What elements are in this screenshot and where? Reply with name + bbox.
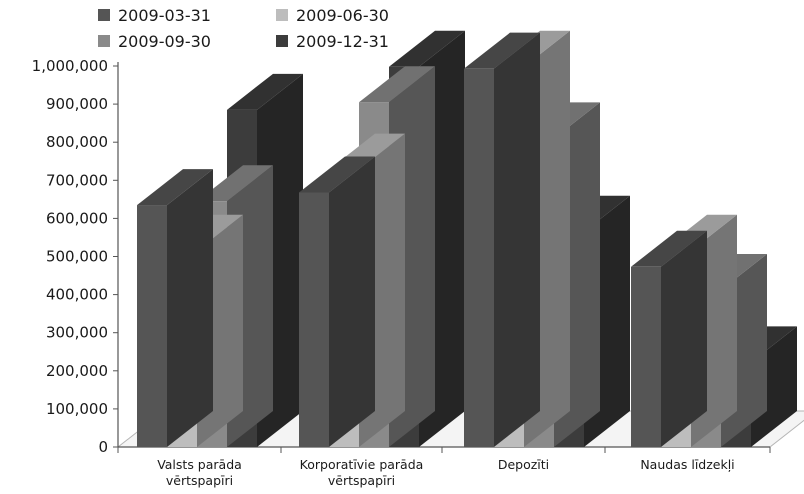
bar (299, 156, 375, 447)
bar-front (631, 266, 661, 447)
plot-area (137, 30, 797, 448)
bar-side (329, 156, 375, 447)
bar-top (464, 32, 540, 69)
x-tick-label: Valsts parāda vērtspapīri (157, 457, 242, 488)
bar-front (299, 192, 329, 447)
bar-side (167, 169, 213, 447)
y-axis: 0 100,000 200,000 300,000 400,000 500,000 600,… (32, 57, 119, 456)
legend-swatch (276, 9, 288, 21)
y-tick-label: 200,000 (46, 362, 108, 380)
bar-top (197, 165, 273, 202)
y-tick-label: 500,000 (46, 248, 108, 266)
legend-item: 2009-12-31 (276, 32, 389, 51)
bar-top (359, 66, 435, 103)
legend-item: 2009-03-31 (98, 6, 211, 25)
bar-front (137, 205, 167, 447)
x-axis: Valsts parāda vērtspapīri Korporatīvie par… (117, 446, 771, 488)
bar-top (389, 30, 465, 67)
y-tick-label: 0 (98, 438, 108, 456)
y-tick-label: 300,000 (46, 324, 108, 342)
y-tick-label: 600,000 (46, 209, 108, 227)
bar (137, 169, 213, 447)
y-tick-label: 400,000 (46, 286, 108, 304)
y-tick-label: 1,000,000 (32, 57, 108, 75)
x-tick-label: Naudas līdzekļi (640, 457, 734, 472)
bar-front (464, 68, 494, 448)
x-tick-label: Korporatīvie parāda vērtspapīri (300, 457, 424, 488)
bar (464, 32, 540, 448)
x-tick-label: Depozīti (498, 457, 549, 472)
legend-label: 2009-12-31 (296, 32, 389, 51)
legend-label: 2009-09-30 (118, 32, 211, 51)
legend-item: 2009-09-30 (98, 32, 211, 51)
legend-label: 2009-03-31 (118, 6, 211, 25)
bar-top (227, 73, 303, 110)
bar-side (494, 32, 540, 448)
bar-top (137, 169, 213, 206)
y-tick-label: 900,000 (46, 95, 108, 113)
bar-side (661, 230, 707, 447)
legend-swatch (276, 35, 288, 47)
y-tick-label: 100,000 (46, 400, 108, 418)
y-tick-label: 800,000 (46, 133, 108, 151)
bar (631, 230, 707, 447)
legend-swatch (98, 35, 110, 47)
bar-top (299, 156, 375, 193)
legend-label: 2009-06-30 (296, 6, 389, 25)
y-tick-label: 700,000 (46, 171, 108, 189)
legend: 2009-03-31 2009-06-30 2009-09-30 2009-12-31 (98, 6, 389, 51)
legend-item: 2009-06-30 (276, 6, 389, 25)
bar-top (631, 230, 707, 267)
legend-swatch (98, 9, 110, 21)
